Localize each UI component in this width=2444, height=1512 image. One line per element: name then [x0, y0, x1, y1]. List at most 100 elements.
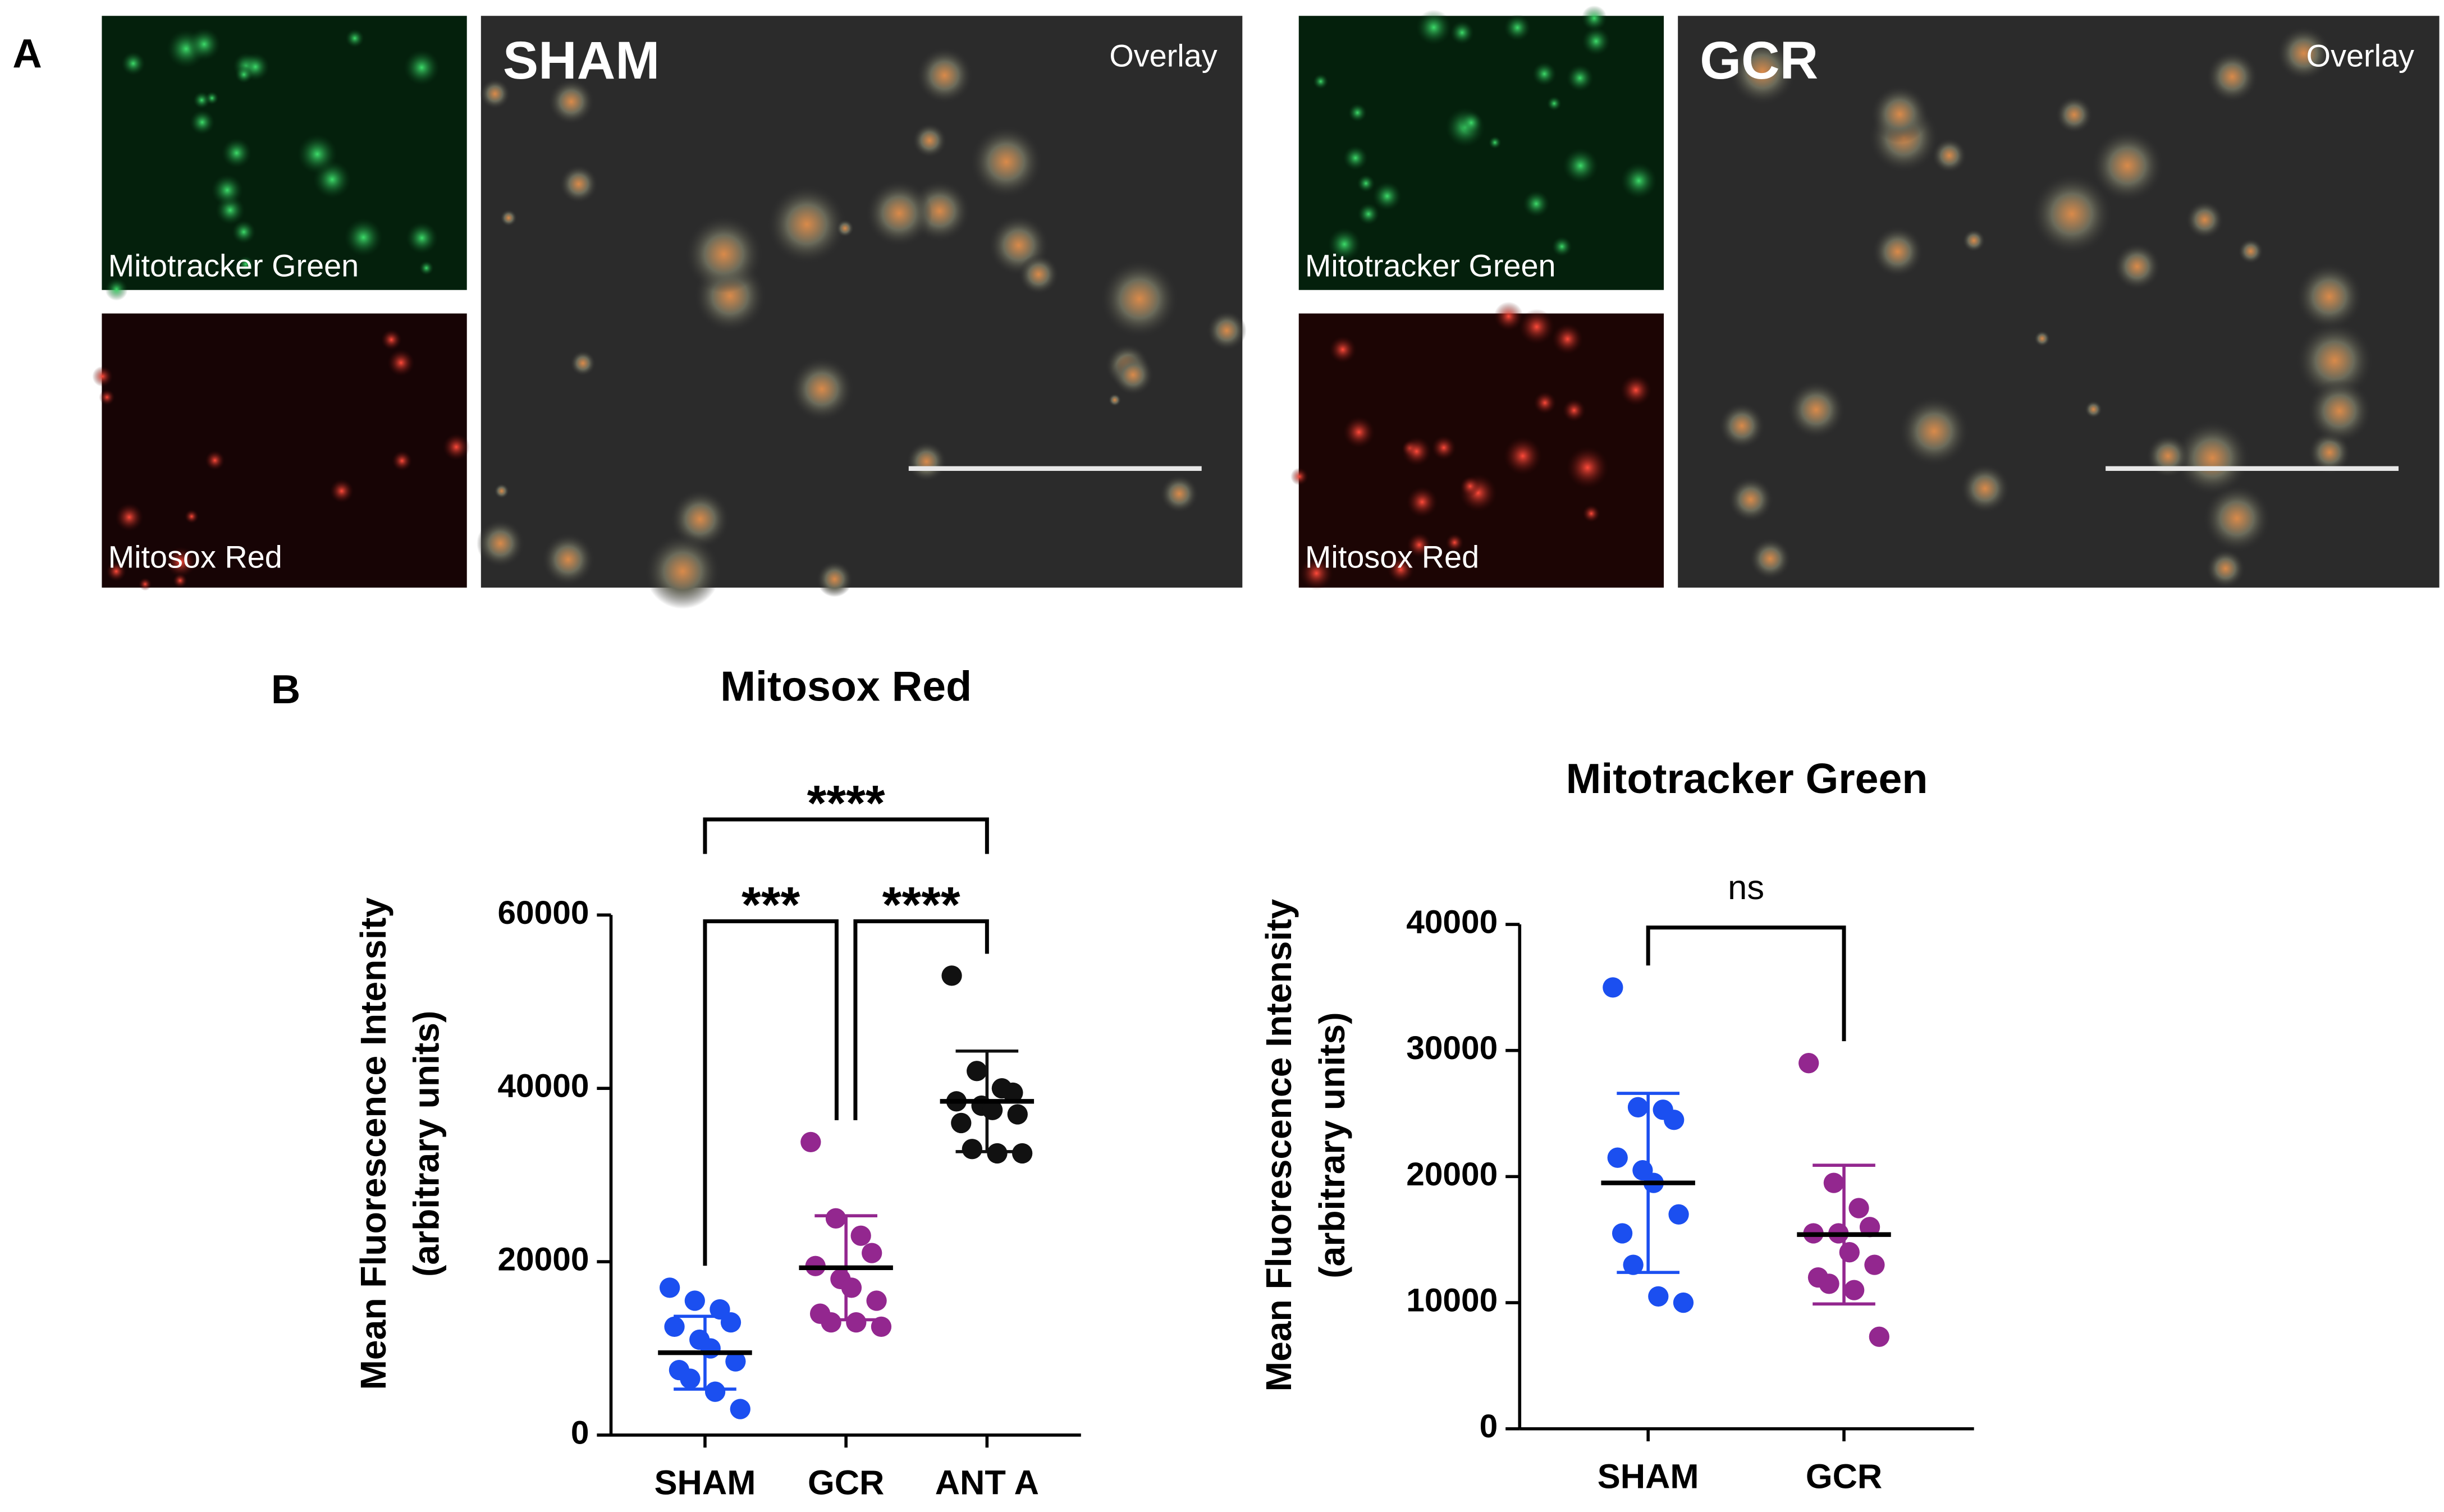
cell [912, 123, 947, 158]
cell [1343, 145, 1368, 171]
data-point [987, 1143, 1008, 1164]
cell [1518, 309, 1555, 345]
cell [2206, 549, 2245, 588]
cell [1018, 254, 1059, 295]
cell [1494, 301, 1523, 331]
data-point [1864, 1254, 1885, 1275]
cell [1581, 5, 1607, 31]
data-point [720, 1312, 742, 1333]
cell [816, 561, 853, 597]
data-point [962, 1139, 982, 1160]
cell [105, 278, 128, 301]
data-point [1798, 1053, 1819, 1074]
data-point [871, 1316, 892, 1337]
cell [917, 47, 973, 103]
cell [381, 329, 402, 350]
chart-title: Mitotracker Green [1566, 755, 1928, 802]
cell [99, 389, 115, 406]
cell [329, 479, 354, 503]
cell [1534, 391, 1557, 415]
cell [1343, 416, 1375, 448]
x-tick-label: GCR [1806, 1457, 1882, 1496]
cell [671, 489, 730, 549]
data-point [1844, 1280, 1865, 1300]
cell [1372, 181, 1402, 211]
significance-label: **** [807, 775, 885, 831]
data-point [1668, 1204, 1689, 1225]
cell [2203, 484, 2271, 552]
cell [221, 138, 252, 168]
cell [1416, 10, 1452, 45]
cell [790, 357, 854, 421]
cell [2296, 263, 2363, 330]
data-point [982, 1099, 1003, 1120]
data-point [1612, 1223, 1633, 1244]
cell [560, 165, 598, 203]
y-axis-label: (arbitrary units) [406, 1011, 447, 1277]
cell [970, 126, 1042, 198]
cell [1113, 354, 1154, 396]
x-tick-label: SHAM [1598, 1457, 1699, 1496]
cell [1719, 403, 1765, 449]
cell [1488, 136, 1502, 149]
data-point [704, 1381, 726, 1402]
cell [237, 255, 254, 273]
data-point [1823, 1172, 1845, 1193]
cell [1546, 96, 1562, 111]
cell [2308, 379, 2372, 443]
data-point [1859, 1217, 1880, 1238]
significance-label: **** [882, 877, 960, 933]
cell [2238, 239, 2263, 264]
cell [1445, 533, 1464, 552]
data-point [850, 1225, 871, 1246]
cell [297, 134, 337, 175]
cell [1160, 475, 1198, 513]
cell [1581, 27, 1610, 56]
data-point [841, 1277, 862, 1298]
y-tick-label: 60000 [497, 895, 589, 931]
significance-bracket [703, 817, 989, 854]
cell [836, 219, 854, 237]
data-point [1623, 1254, 1644, 1275]
cell [405, 222, 438, 254]
cell [548, 79, 594, 125]
y-tick-label: 10000 [1406, 1282, 1498, 1319]
y-axis-label: (arbitrary units) [1312, 1012, 1352, 1278]
y-tick-label: 20000 [497, 1241, 589, 1278]
data-point [684, 1290, 705, 1311]
cell [1962, 229, 1985, 252]
cell [1522, 190, 1550, 217]
cell [866, 180, 932, 247]
data-point [1839, 1242, 1860, 1263]
condition-label: SHAM [503, 31, 660, 90]
data-point [1627, 1097, 1649, 1117]
cell [1329, 336, 1357, 364]
cell [2085, 400, 2102, 418]
cell [1729, 38, 1796, 105]
cell [1750, 538, 1791, 580]
data-point [967, 1061, 987, 1082]
panel-label: A [12, 31, 42, 76]
cell [391, 450, 413, 471]
data-point [700, 1338, 721, 1359]
data-point [1819, 1273, 1839, 1294]
cell [172, 573, 187, 588]
y-axis-label: Mean Fluorescence Intensity [353, 897, 393, 1390]
significance-bracket [703, 919, 839, 1266]
cell [2175, 420, 2250, 496]
chart-title: Mitosox Red [720, 662, 972, 709]
x-tick-label: SHAM [655, 1463, 756, 1502]
cell [1450, 20, 1474, 45]
y-tick-label: 30000 [1406, 1030, 1498, 1066]
micrographs: Mitotracker Green Mitosox Red SHAM Overlay M… [92, 5, 2440, 610]
cell [1899, 396, 1969, 466]
cell [2031, 173, 2112, 254]
data-point [846, 1312, 867, 1333]
data-point [1007, 1104, 1028, 1125]
cell [1406, 486, 1438, 518]
cell [494, 483, 509, 499]
data-point [800, 1131, 821, 1153]
channel-label: Mitotracker Green [1305, 248, 1556, 283]
data-point [1603, 977, 1623, 998]
